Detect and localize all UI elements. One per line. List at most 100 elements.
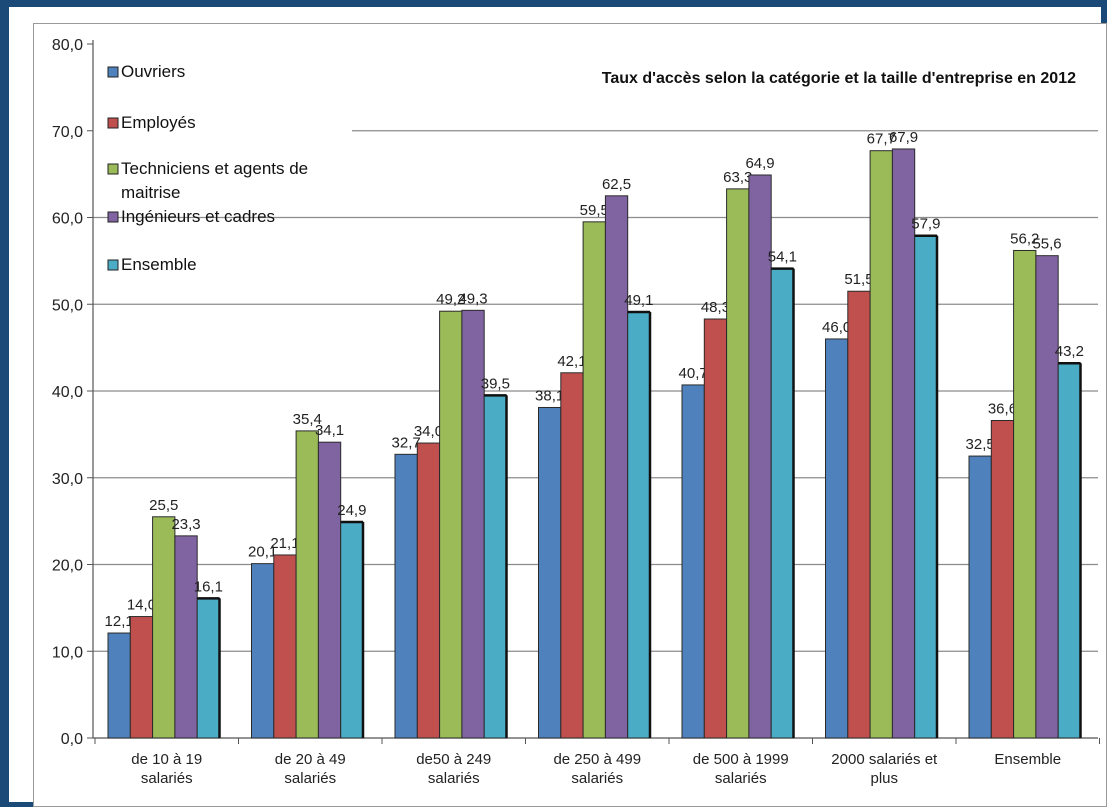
data-label: 54,1 [768,249,797,266]
data-label: 42,1 [557,353,586,370]
y-tick-label: 40,0 [52,384,83,401]
bar [990,419,1015,739]
bar [681,384,705,739]
data-label: 51,5 [844,271,873,288]
data-label: 64,9 [745,155,774,172]
bar [416,442,441,739]
x-tick-label: de 500 à 1999 [693,751,789,768]
y-tick-label: 20,0 [52,558,83,575]
y-tick-label: 10,0 [52,644,83,661]
data-label: 34,0 [414,423,443,440]
data-label: 59,5 [580,202,609,219]
x-tick-label: salariés [715,770,767,787]
legend-label: Employés [121,113,196,132]
bar [129,616,154,739]
data-label: 24,9 [337,502,366,519]
x-tick-label: salariés [428,770,480,787]
legend-swatch [107,66,119,78]
x-tick-label: salariés [141,770,193,787]
bar [273,554,297,739]
bar [483,394,508,739]
legend-label: Ensemble [121,255,197,274]
data-label: 12,1 [105,613,134,630]
bar [604,195,629,739]
legend-swatch [107,211,119,223]
bar [968,455,992,739]
data-label: 32,7 [392,434,421,451]
y-tick-label: 60,0 [52,211,83,228]
y-tick-label: 70,0 [52,124,83,141]
x-tick-label: de 250 à 499 [553,751,641,768]
data-label: 32,5 [966,436,995,453]
data-label: 48,3 [701,299,730,316]
legend-swatch [107,117,119,129]
data-label: 21,1 [270,535,299,552]
data-label: 36,6 [988,400,1017,417]
bar [770,268,795,739]
legend-label: Techniciens et agents de [121,159,308,178]
data-label: 67,7 [867,131,896,148]
data-label: 63,3 [723,169,752,186]
bar [627,311,651,739]
legend-swatch [107,259,119,271]
x-tick-label: de 10 à 19 [131,751,202,768]
y-tick-label: 80,0 [52,37,83,54]
x-tick-label: salariés [571,770,623,787]
x-tick-label: plus [870,770,898,787]
bar [847,290,871,739]
bar [703,318,728,739]
bar [582,221,606,739]
legend-label: Ingénieurs et cadres [121,207,275,226]
data-label: 40,7 [679,365,708,382]
data-label: 35,4 [293,411,322,428]
data-label: 20,1 [248,544,277,561]
bar [439,310,463,739]
bar [340,521,364,739]
bar [174,535,198,739]
bar [251,563,275,739]
data-label: 62,5 [602,176,631,193]
chart-title: Taux d'accès selon la catégorie et la ta… [602,70,1076,87]
data-label: 38,1 [535,387,564,404]
data-label: 39,5 [481,375,510,392]
legend-swatch [107,163,119,175]
bar [726,188,750,739]
data-label: 14,0 [127,597,156,614]
y-tick-label: 50,0 [52,297,83,314]
bar [196,597,220,739]
bar [317,441,342,739]
data-label: 56,2 [1010,230,1039,247]
bar [152,516,176,739]
bar [295,430,319,739]
x-tick-label: salariés [284,770,336,787]
legend-label: maitrise [121,183,181,202]
bar [560,372,584,739]
data-label: 16,1 [194,578,223,595]
data-label: 25,5 [149,497,178,514]
bar [825,338,849,739]
data-label: 23,3 [171,516,200,533]
bar [1013,249,1037,739]
x-tick-label: de 20 à 49 [275,751,346,768]
bar [394,453,418,739]
data-label: 49,3 [458,290,487,307]
bar [869,150,893,739]
data-label: 34,1 [315,422,344,439]
data-label: 55,6 [1032,236,1061,253]
y-tick-label: 30,0 [52,471,83,488]
data-label: 43,2 [1055,343,1084,360]
data-label: 67,9 [889,129,918,146]
legend-label: Ouvriers [121,62,185,81]
bar [891,148,916,739]
data-label: 49,2 [436,291,465,308]
y-tick-label: 0,0 [61,731,83,748]
x-tick-label: de50 à 249 [416,751,491,768]
data-label: 57,9 [911,216,940,233]
data-label: 49,1 [624,292,653,309]
bar [107,632,131,739]
bar [538,406,562,739]
bar [1035,255,1059,739]
bar [1057,362,1081,739]
x-tick-label: Ensemble [994,751,1061,768]
